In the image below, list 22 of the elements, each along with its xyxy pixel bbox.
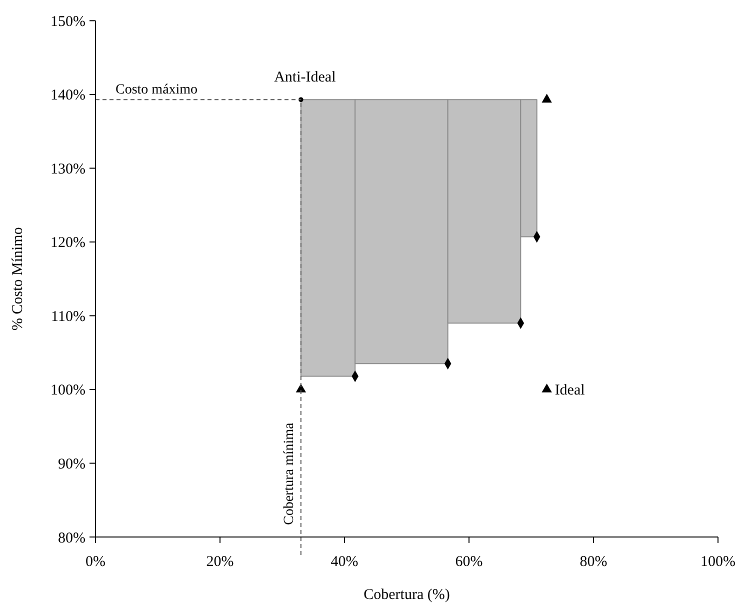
y-tick-label: 120%: [50, 235, 86, 252]
point: [542, 384, 552, 392]
annotation: Anti-Ideal: [274, 70, 336, 86]
point: [542, 94, 552, 103]
y-tick-label: 150%: [50, 14, 86, 30]
ref-line-label: Costo máximo: [116, 82, 198, 98]
y-tick-label: 140%: [50, 88, 86, 104]
x-tick-label: 20%: [206, 554, 234, 570]
y-tick-label: 100%: [50, 382, 86, 399]
y-tick-label: 130%: [50, 161, 86, 178]
x-tick-label: 40%: [330, 554, 358, 570]
x-tick-label: 0%: [86, 554, 106, 570]
y-axis-title: % Costo Mínimo: [10, 227, 26, 331]
y-tick-label: 90%: [58, 456, 86, 472]
x-tick-label: 100%: [700, 554, 736, 570]
ref-line-label: Cobertura mínima: [282, 422, 297, 525]
annotation: Ideal: [554, 382, 585, 398]
y-tick-label: 80%: [58, 530, 86, 546]
x-axis-title: Cobertura (%): [364, 587, 450, 603]
x-tick-label: 60%: [455, 554, 483, 570]
y-tick-label: 110%: [51, 308, 86, 325]
x-tick-label: 80%: [580, 554, 608, 570]
